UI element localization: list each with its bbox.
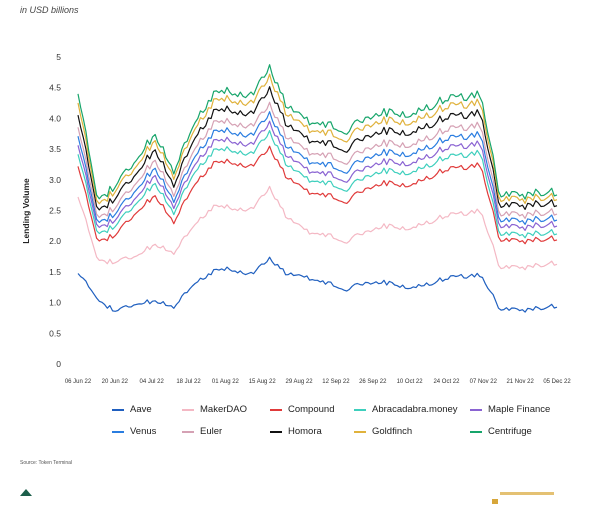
legend-item: Venus: [112, 426, 182, 437]
x-axis: 06 Jun 22 20 Jun 22 04 Jul 22 18 Jul 22 01 A…: [65, 379, 572, 385]
legend-label: Maple Finance: [488, 404, 551, 415]
y-tick-label: 4.5: [49, 83, 61, 93]
legend-swatch: [182, 430, 194, 433]
x-tick-label: 26 Sep 22: [359, 379, 387, 385]
y-tick-label: 2.5: [49, 206, 61, 216]
y-tick-label: 5: [56, 52, 61, 62]
lending-volume-chart: 0 0.5 1.0 1.5 2.0 2.5 3.0 3.5 4.0 4.5 5 06 Jun 22 2…: [21, 52, 572, 385]
y-tick-label: 0.5: [49, 328, 61, 338]
series-line-aave: [77, 256, 558, 313]
series-line-maple-finance: [77, 120, 558, 231]
y-tick-label: 0: [56, 359, 61, 369]
x-tick-label: 07 Nov 22: [470, 379, 498, 385]
legend-item: Goldfinch: [354, 426, 470, 437]
series-line-venus: [77, 111, 558, 225]
legend-item: Aave: [112, 404, 182, 415]
series-line-centrifuge: [77, 64, 558, 200]
legend-label: Venus: [130, 426, 157, 437]
legend-swatch: [354, 408, 366, 411]
y-tick-label: 2.0: [49, 236, 61, 246]
y-tick-label: 1.0: [49, 298, 61, 308]
legend-swatch: [112, 408, 124, 411]
legend-swatch: [354, 430, 366, 433]
series-line-compound: [77, 145, 558, 245]
x-tick-label: 15 Aug 22: [249, 379, 277, 385]
y-axis: 0 0.5 1.0 1.5 2.0 2.5 3.0 3.5 4.0 4.5 5: [49, 52, 61, 369]
legend-swatch: [270, 430, 282, 433]
legend-label: Homora: [288, 426, 322, 437]
y-tick-label: 3.5: [49, 144, 61, 154]
legend-swatch: [270, 408, 282, 411]
series-line-abracadabra-money: [77, 130, 558, 239]
x-tick-label: 06 Jun 22: [65, 379, 92, 385]
series-line-goldfinch: [77, 73, 558, 205]
series-line-euler: [77, 101, 558, 219]
y-tick-label: 4.0: [49, 113, 61, 123]
legend-swatch: [112, 430, 124, 433]
brand-logo-icon: [20, 489, 32, 496]
x-tick-label: 21 Nov 22: [506, 379, 534, 385]
legend-label: Euler: [200, 426, 223, 437]
x-tick-label: 05 Dec 22: [543, 379, 571, 385]
legend-item: Homora: [270, 426, 354, 437]
source-note: Source: Token Terminal: [20, 460, 73, 466]
partner-logo-icon: [492, 491, 562, 504]
legend-label: Centrifuge: [488, 426, 532, 437]
y-tick-label: 1.5: [49, 267, 61, 277]
legend-item: Euler: [182, 426, 270, 437]
x-tick-label: 29 Aug 22: [286, 379, 314, 385]
y-tick-label: 3.0: [49, 175, 61, 185]
series-line-homora: [77, 86, 558, 211]
x-tick-label: 01 Aug 22: [212, 379, 240, 385]
legend-item: Maple Finance: [470, 404, 560, 415]
legend-item: Abracadabra.money: [354, 404, 470, 415]
x-tick-label: 20 Jun 22: [102, 379, 129, 385]
series-lines: [77, 64, 558, 313]
series-line-makerdao: [77, 185, 558, 271]
legend-swatch: [470, 430, 482, 433]
x-tick-label: 04 Jul 22: [140, 379, 165, 385]
chart-subtitle: in USD billions: [20, 5, 79, 15]
chart-legend: Aave MakerDAO Compound Abracadabra.money Map…: [112, 404, 552, 437]
legend-swatch: [470, 408, 482, 411]
x-tick-label: 24 Oct 22: [433, 379, 460, 385]
legend-item: Compound: [270, 404, 354, 415]
legend-label: Abracadabra.money: [372, 404, 458, 415]
legend-item: MakerDAO: [182, 404, 270, 415]
x-tick-label: 18 Jul 22: [176, 379, 201, 385]
legend-label: MakerDAO: [200, 404, 247, 415]
legend-label: Compound: [288, 404, 335, 415]
legend-item: Centrifuge: [470, 426, 560, 437]
legend-swatch: [182, 408, 194, 411]
legend-label: Goldfinch: [372, 426, 413, 437]
y-axis-label: Lending Volume: [21, 178, 31, 244]
x-tick-label: 12 Sep 22: [322, 379, 350, 385]
legend-label: Aave: [130, 404, 152, 415]
x-tick-label: 10 Oct 22: [397, 379, 424, 385]
